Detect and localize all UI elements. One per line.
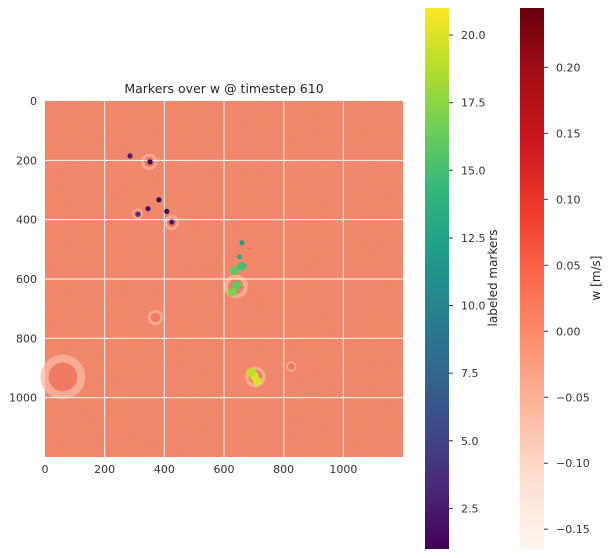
colorbar-w: −0.15 −0.10 −0.05 0.00 0.05 0.10 0.15 0.20 w [m… bbox=[520, 8, 603, 549]
label-marker bbox=[147, 159, 153, 165]
label-marker bbox=[227, 287, 237, 297]
label-marker bbox=[237, 261, 247, 271]
colorbar-tick-label: 0.00 bbox=[556, 325, 581, 338]
colorbar-tick-label: 20.0 bbox=[461, 29, 486, 42]
label-marker bbox=[229, 266, 239, 276]
feature-core bbox=[287, 363, 295, 370]
heatmap-grid bbox=[45, 101, 403, 457]
colorbar-reds-ticks: −0.15 −0.10 −0.05 0.00 0.05 0.10 0.15 0.20 bbox=[544, 61, 590, 536]
chart-title: Markers over w @ timestep 610 bbox=[124, 81, 323, 96]
colorbar-tick-label: 12.5 bbox=[461, 232, 486, 245]
colorbar-tick-label: 0.10 bbox=[556, 193, 581, 206]
colorbar-tick-label: 15.0 bbox=[461, 164, 486, 177]
y-axis-ticks: 0 200 400 600 800 1000 bbox=[9, 95, 37, 405]
label-marker bbox=[145, 206, 151, 212]
colorbar-reds-gradient bbox=[520, 8, 544, 549]
y-tick-label: 0 bbox=[30, 95, 37, 108]
colorbar-tick-label: 7.5 bbox=[461, 367, 479, 380]
label-marker bbox=[156, 197, 162, 203]
x-tick-label: 600 bbox=[214, 463, 235, 476]
label-marker bbox=[164, 208, 170, 214]
label-marker bbox=[246, 367, 256, 377]
y-tick-label: 400 bbox=[16, 214, 37, 227]
x-axis-ticks: 0 200 400 600 800 1000 bbox=[42, 463, 358, 476]
y-tick-label: 600 bbox=[16, 273, 37, 286]
x-tick-label: 0 bbox=[42, 463, 49, 476]
colorbar-tick-label: 0.05 bbox=[556, 259, 581, 272]
colorbar-viridis-label: labeled markers bbox=[486, 230, 500, 327]
colorbar-tick-label: 0.15 bbox=[556, 127, 581, 140]
colorbar-tick-label: −0.15 bbox=[556, 523, 590, 536]
x-tick-label: 400 bbox=[154, 463, 175, 476]
y-tick-label: 200 bbox=[16, 154, 37, 167]
colorbar-tick-label: 5.0 bbox=[461, 435, 479, 448]
label-marker bbox=[232, 281, 242, 291]
colorbar-tick-label: 2.5 bbox=[461, 502, 479, 515]
colorbar-viridis-ticks: 2.5 5.0 7.5 10.0 12.5 15.0 17.5 20.0 bbox=[449, 29, 486, 515]
label-marker bbox=[236, 254, 243, 260]
label-marker bbox=[127, 153, 133, 159]
colorbar-tick-label: 17.5 bbox=[461, 97, 486, 110]
label-marker bbox=[239, 240, 245, 246]
colorbar-tick-label: 10.0 bbox=[461, 300, 486, 313]
colorbar-tick-label: −0.10 bbox=[556, 457, 590, 470]
colorbar-viridis-gradient bbox=[425, 8, 449, 549]
heatmap-panel: Markers over w @ timestep 610 0 200 400 600… bbox=[9, 81, 403, 476]
heatmap-markers bbox=[127, 153, 262, 386]
label-marker bbox=[252, 376, 262, 386]
feature-core bbox=[150, 312, 161, 323]
x-tick-label: 200 bbox=[94, 463, 115, 476]
x-tick-label: 1000 bbox=[329, 463, 357, 476]
colorbar-tick-label: −0.05 bbox=[556, 391, 590, 404]
label-marker bbox=[135, 211, 141, 217]
colorbar-tick-label: 0.20 bbox=[556, 61, 581, 74]
colorbar-labeled-markers: 2.5 5.0 7.5 10.0 12.5 15.0 17.5 20.0 labeled ma… bbox=[425, 8, 500, 549]
y-tick-label: 1000 bbox=[9, 392, 37, 405]
label-marker bbox=[169, 219, 175, 225]
y-tick-label: 800 bbox=[16, 332, 37, 345]
feature-core bbox=[48, 362, 78, 392]
colorbar-reds-label: w [m/s] bbox=[589, 256, 603, 301]
x-tick-label: 800 bbox=[273, 463, 294, 476]
